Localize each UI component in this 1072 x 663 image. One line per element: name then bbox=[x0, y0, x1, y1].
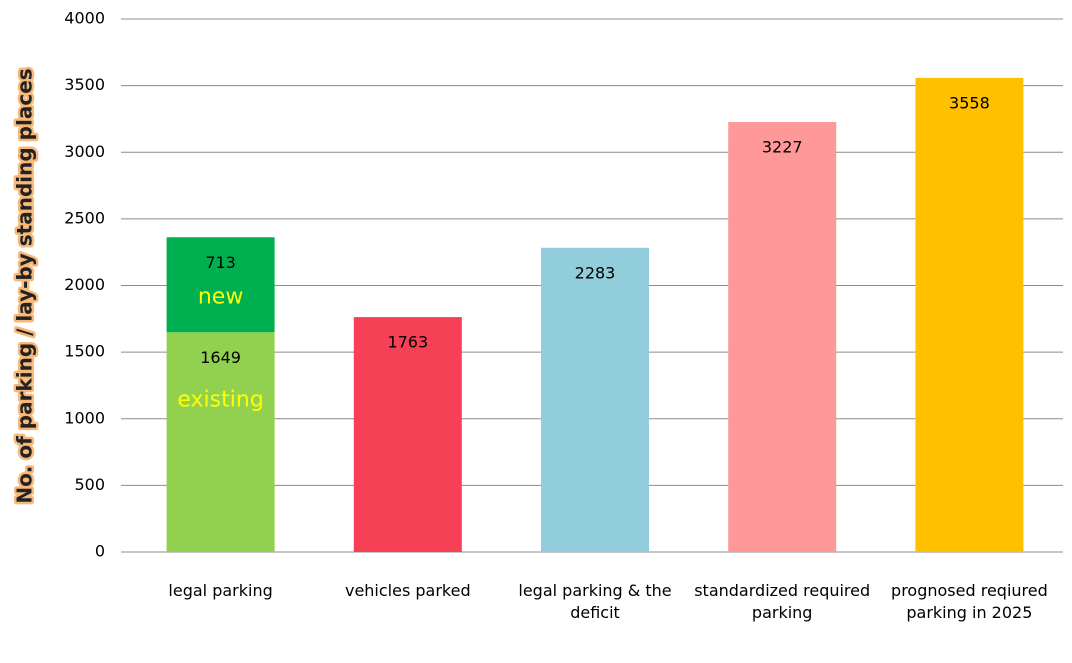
bar-segment bbox=[728, 122, 837, 552]
y-tick-label: 3500 bbox=[64, 75, 105, 94]
x-tick-label: prognosed reqiured parking in 2025 bbox=[891, 581, 1048, 622]
y-tick-label: 1000 bbox=[64, 408, 105, 427]
bar-segment bbox=[915, 77, 1024, 553]
y-tick-label: 4000 bbox=[64, 9, 105, 28]
bar-segment bbox=[166, 237, 275, 333]
y-tick-label: 3000 bbox=[64, 142, 105, 161]
segment-name: new bbox=[198, 284, 243, 309]
bar-segment bbox=[166, 332, 275, 552]
value-label: 3558 bbox=[949, 93, 990, 112]
x-tick-label: standardized required parking bbox=[694, 581, 871, 622]
x-tick-label: legal parking & the deficit bbox=[518, 581, 672, 622]
x-tick-label: vehicles parked bbox=[344, 581, 471, 600]
y-axis-label: No. of parking / lay-by standing places bbox=[13, 68, 37, 503]
y-tick-label: 2000 bbox=[64, 275, 105, 294]
bar-segment bbox=[353, 317, 462, 552]
y-tick-label: 500 bbox=[74, 475, 105, 494]
value-label: 3227 bbox=[762, 138, 803, 157]
y-tick-label: 2500 bbox=[64, 208, 105, 227]
value-label: 1763 bbox=[387, 333, 428, 352]
x-tick-label: legal parking bbox=[168, 581, 273, 600]
y-tick-label: 0 bbox=[95, 542, 105, 561]
value-label: 2283 bbox=[575, 263, 616, 282]
value-label: 713 bbox=[205, 253, 236, 272]
y-tick-label: 1500 bbox=[64, 342, 105, 361]
bar-segment bbox=[541, 247, 649, 552]
segment-name: existing bbox=[177, 387, 263, 412]
value-label: 1649 bbox=[200, 348, 241, 367]
